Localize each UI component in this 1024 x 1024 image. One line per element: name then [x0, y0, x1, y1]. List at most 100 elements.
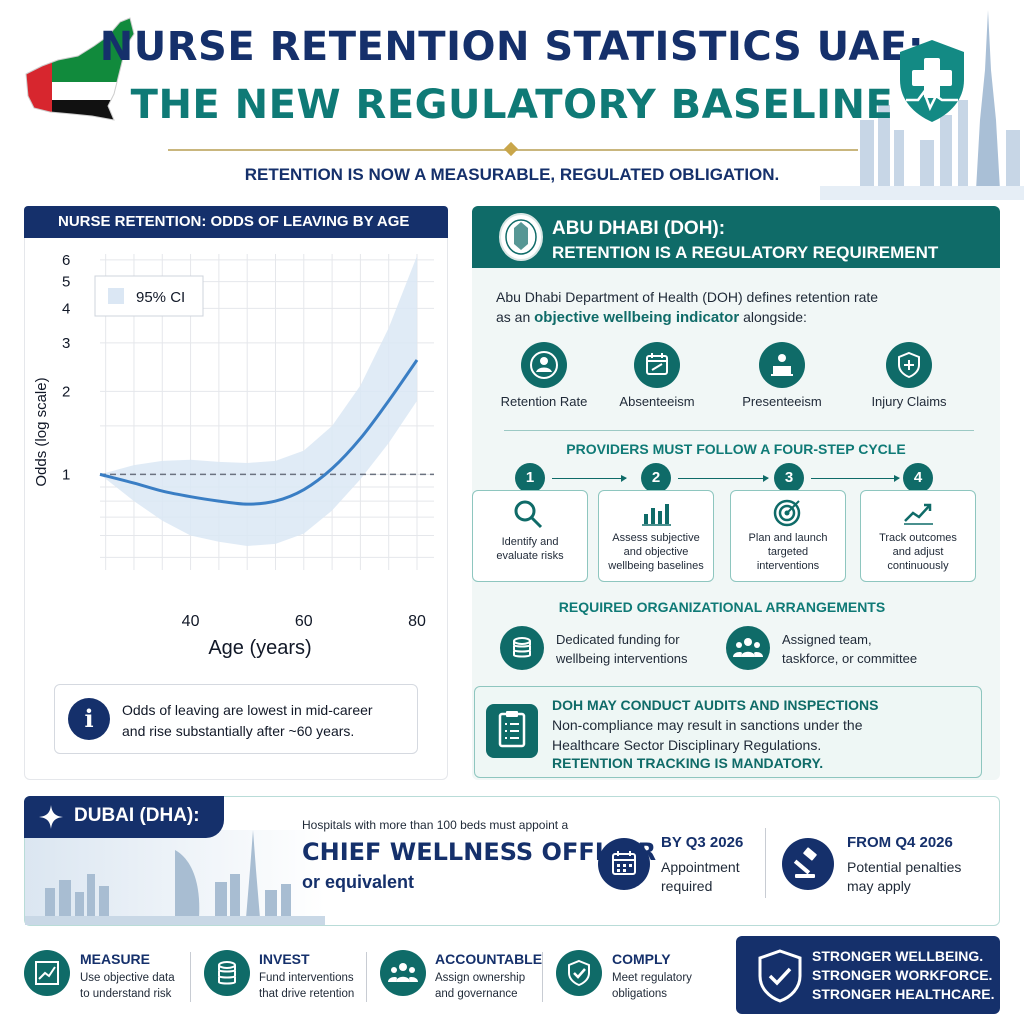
shield-plus-icon: [886, 342, 932, 388]
y-tick-label: 3: [62, 335, 70, 352]
dubai-requirement-text: Hospitals with more than 100 beds must a…: [302, 818, 569, 832]
y-axis-label: Odds (log scale): [33, 377, 50, 486]
y-tick-label: 2: [62, 383, 70, 400]
y-tick-label: 6: [62, 252, 70, 269]
indicator-retention-rate: Retention Rate: [500, 394, 588, 409]
deadline-separator: [765, 828, 766, 898]
confidence-band: [100, 255, 418, 546]
doh-intro-post: alongside:: [739, 309, 807, 325]
y-tick-label: 4: [62, 300, 70, 317]
audit-heading: DOH MAY CONDUCT AUDITS AND INSPECTIONS: [552, 697, 879, 713]
doh-title: ABU DHABI (DOH):: [552, 218, 726, 239]
dubai-role-title: CHIEF WELLNESS OFFICER: [302, 838, 657, 866]
doh-intro-highlight: objective wellbeing indicator: [534, 309, 740, 326]
sparkle-icon: [39, 805, 63, 829]
pillar-accountable-text: Assign ownership and governance: [435, 972, 526, 1000]
pillar-measure-text: Use objective data to understand risk: [80, 972, 175, 1000]
team-icon: [726, 626, 770, 670]
skyline-illustration: [820, 10, 1024, 200]
divider-diamond-icon: [503, 141, 519, 157]
doh-emblem-icon: [499, 213, 543, 261]
chart-icon: [24, 950, 70, 996]
bar-chart-icon: [642, 504, 671, 526]
org-item-team: Assigned team, taskforce, or committee: [782, 632, 918, 666]
step-arrow: [811, 475, 900, 482]
deadline-q4-text: Potential penalties may apply: [847, 859, 962, 894]
pillar-separator: [366, 952, 367, 1002]
chart-heading: NURSE RETENTION: ODDS OF LEAVING BY AGE: [24, 206, 448, 238]
gavel-icon: [782, 838, 834, 890]
x-tick-label: 40: [182, 613, 200, 630]
chart-note-line2: and rise substantially after ~60 years.: [122, 723, 355, 739]
pillar-accountable-heading: ACCOUNTABLE: [435, 951, 543, 967]
odds-chart: 1 2 3 4 5 6 40 60 80 Age (years) Odds (log scale) 9…: [33, 252, 434, 659]
coins-icon: [204, 950, 250, 996]
medical-shield-icon: [900, 40, 964, 122]
doh-divider: [504, 430, 974, 431]
shield-check-icon: [758, 949, 802, 1003]
x-tick-label: 60: [295, 613, 313, 630]
closing-line3: STRONGER HEALTHCARE.: [812, 986, 995, 1002]
target-icon: [773, 499, 801, 527]
shield-check-icon: [556, 950, 602, 996]
calendar-icon: [598, 838, 650, 890]
step-2-box: [598, 490, 714, 582]
page-title-line2: THE NEW REGULATORY BASELINE: [130, 82, 894, 128]
deadline-q4-heading: FROM Q4 2026: [847, 834, 953, 851]
page-title-line1: NURSE RETENTION STATISTICS UAE:: [99, 24, 925, 70]
cycle-heading: PROVIDERS MUST FOLLOW A FOUR-STEP CYCLE: [566, 441, 906, 457]
info-icon: i: [68, 698, 110, 740]
indicator-presenteeism: Presenteeism: [742, 394, 822, 409]
audit-line3: RETENTION TRACKING IS MANDATORY.: [552, 755, 824, 771]
person-desk-icon: [759, 342, 805, 388]
deadline-q3-heading: BY Q3 2026: [661, 834, 744, 851]
audit-line2: Healthcare Sector Disciplinary Regulatio…: [552, 737, 822, 753]
deadline-q3-text: Appointment required: [661, 859, 740, 894]
chart-note-box: [54, 684, 418, 754]
closing-line1: STRONGER WELLBEING.: [812, 948, 984, 964]
closing-line2: STRONGER WORKFORCE.: [812, 967, 993, 983]
pillar-separator: [190, 952, 191, 1002]
dubai-role-subtitle: or equivalent: [302, 872, 415, 892]
clipboard-icon: [486, 704, 538, 758]
y-tick-label: 1: [62, 466, 70, 483]
odds-line: [99, 359, 419, 506]
coins-icon: [500, 626, 544, 670]
group-icon: [521, 342, 567, 388]
doh-intro-line1: Abu Dhabi Department of Health (DOH) def…: [496, 289, 879, 305]
step-4-number: 4: [903, 463, 933, 493]
pillar-invest-heading: INVEST: [259, 951, 310, 967]
x-tick-label: 80: [408, 613, 426, 630]
chart-note-text: Odds of leaving are lowest in mid-career…: [122, 700, 412, 742]
indicator-injury-claims: Injury Claims: [871, 394, 947, 409]
doh-intro-pre: as an: [496, 309, 535, 325]
step-4-box: [860, 490, 976, 582]
pillar-comply-text: Meet regulatory obligations: [612, 972, 692, 1000]
step-4-text: Track outcomes and adjust continuously: [879, 532, 957, 572]
legend-label: 95% CI: [136, 289, 185, 306]
dubai-label: DUBAI (DHA):: [74, 805, 200, 826]
x-axis-label: Age (years): [208, 637, 311, 659]
y-tick-label: 5: [62, 274, 70, 291]
team-icon: [380, 950, 426, 996]
page-subtitle: RETENTION IS NOW A MEASURABLE, REGULATED…: [244, 165, 780, 184]
calendar-icon: [634, 342, 680, 388]
step-3-number: 3: [774, 463, 804, 493]
pillar-comply-heading: COMPLY: [612, 951, 671, 967]
indicator-absenteeism: Absenteeism: [619, 394, 695, 409]
pillar-measure-heading: MEASURE: [80, 951, 151, 967]
step-1-text: Identify and evaluate risks: [496, 536, 564, 562]
audit-line1: Non-compliance may result in sanctions u…: [552, 717, 863, 733]
pillar-invest-text: Fund interventions that drive retention: [259, 972, 355, 1000]
step-arrow: [552, 475, 627, 482]
dubai-skyline-illustration: [25, 830, 325, 925]
doh-intro-line2: as an objective wellbeing indicator alon…: [496, 309, 986, 326]
magnifier-icon: [514, 500, 543, 529]
legend-swatch: [108, 288, 124, 304]
org-heading: REQUIRED ORGANIZATIONAL ARRANGEMENTS: [558, 599, 886, 615]
audit-box: [474, 686, 982, 778]
uae-flag-map-icon: [25, 17, 135, 121]
doh-header: [472, 206, 1000, 268]
org-item-funding: Dedicated funding for wellbeing intervent…: [556, 632, 688, 666]
step-2-text: Assess subjective and objective wellbeing …: [608, 532, 704, 572]
